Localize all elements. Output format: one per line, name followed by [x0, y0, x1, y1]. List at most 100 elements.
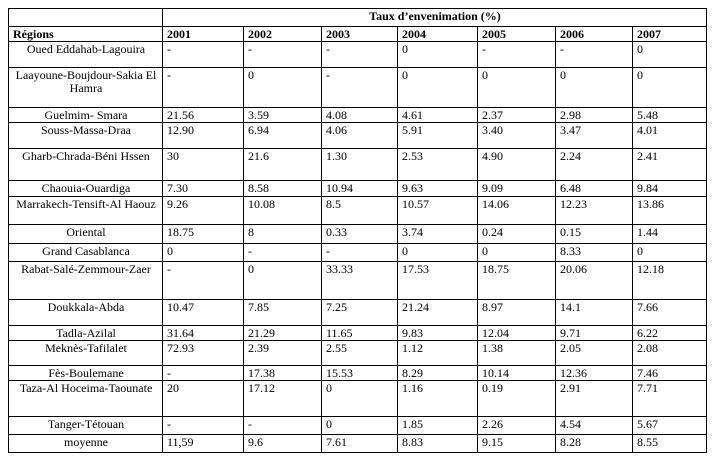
- column-header: 2002: [243, 26, 322, 42]
- table-row: Laayoune-Boujdour-Sakia El Hamra -0-0 0 0 0: [8, 67, 707, 108]
- value-cell: 17.12: [243, 380, 322, 417]
- value-cell: 10.57: [397, 196, 478, 225]
- value-cell: -: [162, 365, 244, 381]
- value-cell: 0.15: [555, 224, 633, 244]
- region-cell: Tadla-Azilal: [8, 325, 163, 341]
- value-cell: 8.29: [397, 365, 478, 381]
- value-cell: 8.5: [321, 196, 398, 225]
- region-cell: Doukkala-Abda: [8, 299, 163, 326]
- value-cell: 18.75: [477, 261, 556, 300]
- value-cell: 3.47: [555, 122, 633, 149]
- table-body: Taux d’envenimation (%) Régions 2001 2002 20…: [8, 8, 707, 453]
- table-row: Tanger-Tétouan - -0 1.85 2.26 4.54 5.67: [8, 416, 707, 435]
- value-cell: 0: [632, 67, 707, 108]
- region-cell: Laayoune-Boujdour-Sakia El Hamra: [8, 67, 163, 108]
- table-row: Doukkala-Abda 10.47 7.85 7.25 21.24 8.97 14.1 7…: [8, 299, 707, 326]
- value-cell: 10.08: [243, 196, 322, 225]
- value-cell: 7.46: [632, 365, 707, 381]
- value-cell: 21.6: [243, 148, 322, 181]
- value-cell: 2.91: [555, 380, 633, 417]
- value-cell: 2.26: [477, 416, 556, 435]
- data-table: Taux d’envenimation (%) Régions 2001 2002 20…: [8, 8, 707, 453]
- value-cell: 9.71: [555, 325, 633, 341]
- value-cell: 12.90: [162, 122, 244, 149]
- column-header-row: Régions 2001 2002 2003 2004 2005 2006 2007: [8, 26, 707, 42]
- table-row: Meknès-Tafilalet 72.93 2.39 2.55 1.12 1.38 2.0…: [8, 340, 707, 366]
- value-cell: 21.29: [243, 325, 322, 341]
- value-cell: 0: [321, 380, 398, 417]
- value-cell: 9.09: [477, 180, 556, 197]
- value-cell: 14.06: [477, 196, 556, 225]
- value-cell: 20.06: [555, 261, 633, 300]
- value-cell: 4.08: [321, 107, 398, 123]
- value-cell: 8.55: [632, 434, 707, 453]
- value-cell: 15.53: [321, 365, 398, 381]
- region-cell: Fès-Boulemane: [8, 365, 163, 381]
- value-cell: 18.75: [162, 224, 244, 244]
- value-cell: 4.90: [477, 148, 556, 181]
- value-cell: 30: [162, 148, 244, 181]
- value-cell: 3.74: [397, 224, 478, 244]
- value-cell: 4.01: [632, 122, 707, 149]
- region-cell: Souss-Massa-Draa: [8, 122, 163, 149]
- value-cell: 2.98: [555, 107, 633, 123]
- value-cell: 0: [243, 261, 322, 300]
- table-row: Guelmim- Smara 21.56 3.59 4.08 4.61 2.37 2.98 5…: [8, 107, 707, 123]
- value-cell: 8.28: [555, 434, 633, 453]
- value-cell: -: [477, 41, 556, 68]
- value-cell: 11.65: [321, 325, 398, 341]
- value-cell: 2.37: [477, 107, 556, 123]
- value-cell: 4.61: [397, 107, 478, 123]
- value-cell: 10.94: [321, 180, 398, 197]
- value-cell: -: [162, 41, 244, 68]
- value-cell: -: [555, 41, 633, 68]
- value-cell: 9.26: [162, 196, 244, 225]
- value-cell: 0: [397, 41, 478, 68]
- value-cell: 8: [243, 224, 322, 244]
- header-row: Taux d’envenimation (%): [8, 8, 707, 27]
- region-cell: Meknès-Tafilalet: [8, 340, 163, 366]
- column-header: 2003: [321, 26, 398, 42]
- table-row: Taza-Al Hoceima-Taounate 20 17.12 0 1.16 0.19…: [8, 380, 707, 417]
- table-wrapper: Taux d’envenimation (%) Régions 2001 2002 20…: [8, 8, 707, 453]
- value-cell: 7.61: [321, 434, 398, 453]
- value-cell: 4.54: [555, 416, 633, 435]
- value-cell: 6.48: [555, 180, 633, 197]
- table-row: Tadla-Azilal 31.64 21.29 11.65 9.83 12.04 9.71…: [8, 325, 707, 341]
- value-cell: 0.24: [477, 224, 556, 244]
- column-header: 2007: [632, 26, 707, 42]
- value-cell: 12.23: [555, 196, 633, 225]
- value-cell: 20: [162, 380, 244, 417]
- value-cell: 5.91: [397, 122, 478, 149]
- value-cell: 8.33: [555, 243, 633, 262]
- value-cell: 12.18: [632, 261, 707, 300]
- value-cell: 72.93: [162, 340, 244, 366]
- region-cell: Grand Casablanca: [8, 243, 163, 262]
- value-cell: 2.41: [632, 148, 707, 181]
- value-cell: 7.30: [162, 180, 244, 197]
- column-header: 2001: [162, 26, 244, 42]
- value-cell: 0: [397, 243, 478, 262]
- value-cell: 31.64: [162, 325, 244, 341]
- value-cell: 9.84: [632, 180, 707, 197]
- value-cell: 0: [555, 67, 633, 108]
- value-cell: 2.39: [243, 340, 322, 366]
- value-cell: 9.63: [397, 180, 478, 197]
- table-row: Chaouia-Ouardiga 7.30 8.58 10.94 9.63 9.09 6.4…: [8, 180, 707, 197]
- value-cell: 1.12: [397, 340, 478, 366]
- table-row: Souss-Massa-Draa 12.90 6.94 4.06 5.91 3.40 3.4…: [8, 122, 707, 149]
- value-cell: 11,59: [162, 434, 244, 453]
- value-cell: 4.06: [321, 122, 398, 149]
- value-cell: -: [243, 243, 322, 262]
- table-row: Oued Eddahab-Lagouira - - -0- -0: [8, 41, 707, 68]
- table-row: moyenne 11,59 9.6 7.61 8.83 9.15 8.28 8.55: [8, 434, 707, 453]
- value-cell: 0: [632, 243, 707, 262]
- value-cell: 10.14: [477, 365, 556, 381]
- value-cell: 8.83: [397, 434, 478, 453]
- value-cell: 9.6: [243, 434, 322, 453]
- region-cell: Oriental: [8, 224, 163, 244]
- value-cell: 12.04: [477, 325, 556, 341]
- value-cell: 2.53: [397, 148, 478, 181]
- column-header: Régions: [8, 26, 163, 42]
